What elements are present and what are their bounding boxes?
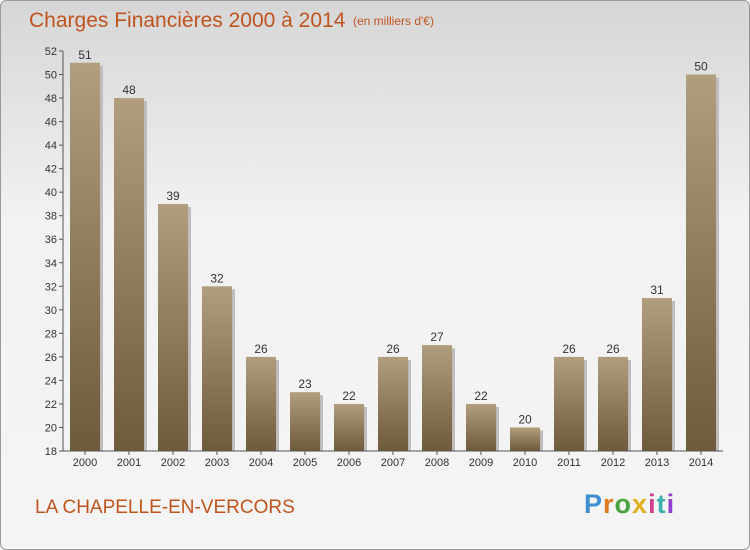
bar-2002 [158, 203, 188, 451]
data-label-2001: 48 [122, 83, 136, 97]
bar-2011 [554, 356, 584, 451]
y-tick-label: 40 [45, 187, 57, 199]
logo-letter: P [584, 489, 604, 519]
data-label-2007: 26 [386, 342, 400, 356]
x-tick-label-2005: 2005 [293, 457, 317, 469]
x-tick-label-2001: 2001 [117, 457, 141, 469]
x-tick-label-2009: 2009 [469, 457, 493, 469]
bar-2009 [466, 403, 496, 451]
bar-2008 [422, 345, 452, 451]
y-tick-label: 20 [45, 422, 57, 434]
y-tick-label: 48 [45, 93, 57, 105]
data-label-2011: 26 [562, 342, 576, 356]
data-label-2005: 23 [298, 377, 312, 391]
bar-2000 [70, 62, 100, 451]
logo-letter: x [632, 489, 649, 519]
bar-2005 [290, 392, 320, 451]
y-tick-label: 36 [45, 234, 57, 246]
logo-letter: i [648, 489, 657, 519]
bars-group: 51 48 39 32 26 23 22 26 27 22 20 26 26 31 50 [70, 48, 719, 451]
y-tick-label: 38 [45, 211, 57, 223]
x-axis: 2000 2001 2002 2003 2004 2005 2006 2007 2008 2009… [63, 450, 723, 469]
data-label-2010: 20 [518, 412, 532, 426]
bar-2003 [202, 286, 232, 451]
x-tick-label-2006: 2006 [337, 457, 361, 469]
data-label-2012: 26 [606, 342, 620, 356]
bar-2014 [686, 74, 716, 451]
data-label-2014: 50 [694, 60, 708, 74]
y-tick-label: 46 [45, 117, 57, 129]
y-tick-label: 42 [45, 164, 57, 176]
data-label-2008: 27 [430, 330, 444, 344]
logo-letter: i [666, 489, 676, 519]
x-tick-label-2002: 2002 [161, 457, 185, 469]
chart-title: Charges Financières 2000 à 2014 [29, 9, 346, 32]
bar-2010 [510, 427, 540, 451]
x-tick-label-2008: 2008 [425, 457, 449, 469]
y-tick-label: 24 [45, 375, 57, 387]
y-tick-label: 34 [45, 258, 57, 270]
x-tick-label-2013: 2013 [645, 457, 669, 469]
data-label-2009: 22 [474, 389, 488, 403]
chart-subtitle: (en milliers d'€) [353, 14, 434, 28]
bar-2004 [246, 356, 276, 451]
x-tick-label-2010: 2010 [513, 457, 537, 469]
x-tick-label-2014: 2014 [689, 457, 713, 469]
x-tick-label-2000: 2000 [73, 457, 97, 469]
bar-2012 [598, 356, 628, 451]
proxiti-logo[interactable]: Proxiti [584, 489, 675, 520]
x-tick-label-2012: 2012 [601, 457, 625, 469]
y-tick-label: 26 [45, 352, 57, 364]
data-label-2006: 22 [342, 389, 356, 403]
logo-letter: o [614, 489, 633, 519]
bar-2006 [334, 403, 364, 451]
x-tick-label-2003: 2003 [205, 457, 229, 469]
y-tick-label: 30 [45, 305, 57, 317]
y-axis: 18 20 22 24 26 28 30 32 34 36 38 40 42 44 46 48 50 52 [45, 46, 64, 458]
town-name: LA CHAPELLE-EN-VERCORS [35, 497, 295, 518]
bar-2013 [642, 298, 672, 451]
y-tick-label: 28 [45, 328, 57, 340]
data-label-2003: 32 [210, 271, 224, 285]
x-tick-label-2004: 2004 [249, 457, 273, 469]
data-label-2004: 26 [254, 342, 268, 356]
bar-2007 [378, 356, 408, 451]
y-tick-label: 50 [45, 70, 57, 82]
logo-letter: t [656, 489, 667, 519]
y-tick-label: 18 [45, 446, 57, 458]
data-label-2000: 51 [78, 48, 92, 62]
data-label-2002: 39 [166, 189, 180, 203]
y-tick-label: 32 [45, 281, 57, 293]
logo-letter: r [603, 489, 615, 519]
x-tick-label-2007: 2007 [381, 457, 405, 469]
bar-2001 [114, 98, 144, 451]
y-tick-label: 44 [45, 140, 57, 152]
y-tick-label: 22 [45, 399, 57, 411]
x-tick-label-2011: 2011 [557, 457, 581, 469]
y-tick-label: 52 [45, 46, 57, 58]
data-label-2013: 31 [650, 283, 664, 297]
